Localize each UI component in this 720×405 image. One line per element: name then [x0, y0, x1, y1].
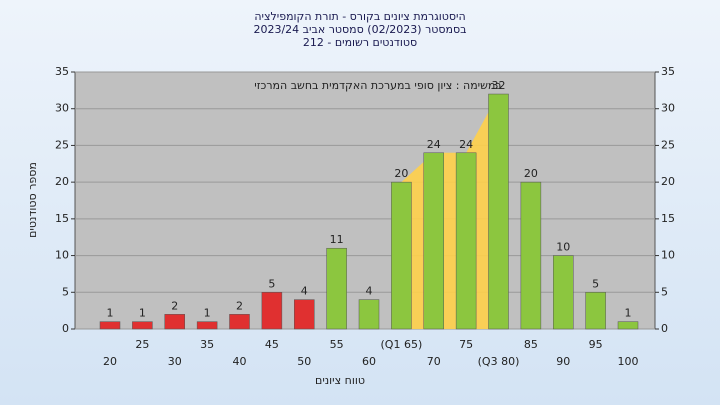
x-tick-label: 60 [362, 355, 376, 368]
y2-tick-label: 35 [661, 65, 675, 78]
title-line: היסטוגרמת ציונים בקורס - תורת הקומפילציה [254, 10, 465, 23]
x-tick-label: 30 [168, 355, 182, 368]
y-tick-label: 10 [55, 249, 69, 262]
bar [553, 255, 574, 330]
bar [617, 321, 639, 330]
y2-tick-label: 5 [661, 285, 668, 298]
x-tick-label: 75 [459, 338, 473, 351]
bar [423, 152, 444, 330]
bar [391, 181, 412, 330]
x-tick-label: 35 [200, 338, 214, 351]
y2-tick-label: 25 [661, 138, 675, 151]
y-tick-label: 20 [55, 175, 69, 188]
data-label: 4 [366, 285, 373, 298]
y-axis-label: מספר סטודנטים [26, 162, 39, 238]
y2-tick-label: 0 [661, 322, 668, 335]
x-tick-label: 25 [135, 338, 149, 351]
data-label: 11 [330, 233, 344, 246]
data-label: 10 [556, 241, 570, 254]
x-tick-label: 70 [427, 355, 441, 368]
data-label: 32 [492, 79, 506, 92]
x-tick-label: 85 [524, 338, 538, 351]
bar [358, 299, 380, 330]
bar [488, 93, 509, 330]
bar [99, 321, 121, 330]
data-label: 5 [268, 277, 275, 290]
bar [132, 321, 153, 330]
bar [294, 299, 315, 330]
y2-tick-label: 20 [661, 175, 675, 188]
bar [455, 152, 477, 330]
y2-tick-label: 15 [661, 212, 675, 225]
y-tick-label: 25 [55, 138, 69, 151]
y-tick-label: 5 [62, 285, 69, 298]
bar [164, 314, 185, 330]
x-tick-label: 55 [330, 338, 344, 351]
y-tick-label: 0 [62, 322, 69, 335]
x-tick-label: 40 [233, 355, 247, 368]
bar [196, 321, 218, 330]
data-label: 5 [592, 277, 599, 290]
x-tick-label: (Q1 65) [381, 338, 423, 351]
data-label: 24 [459, 138, 473, 151]
annotation: במשימה : ציון סופי במערכת האקדמית בחשב ה… [254, 79, 502, 92]
y2-tick-label: 30 [661, 102, 675, 115]
data-label: 1 [107, 307, 114, 320]
data-label: 1 [139, 307, 146, 320]
data-label: 20 [394, 167, 408, 180]
bar [326, 247, 347, 330]
y-tick-label: 15 [55, 212, 69, 225]
data-label: 1 [204, 307, 211, 320]
bar [261, 292, 283, 330]
x-tick-label: (Q3 80) [478, 355, 520, 368]
x-axis-label: טווח ציונים [315, 374, 365, 387]
x-tick-label: 20 [103, 355, 117, 368]
data-label: 4 [301, 285, 308, 298]
title-line: סטודנטים רשומים - 212 [303, 36, 417, 49]
y2-tick-label: 10 [661, 249, 675, 262]
x-tick-label: 90 [556, 355, 570, 368]
data-label: 1 [625, 307, 632, 320]
data-label: 24 [427, 138, 441, 151]
bar [229, 314, 250, 330]
y-tick-label: 35 [55, 65, 69, 78]
x-tick-label: 95 [589, 338, 603, 351]
y-tick-label: 30 [55, 102, 69, 115]
bar [520, 181, 542, 330]
data-label: 2 [171, 299, 178, 312]
bar [585, 292, 606, 330]
data-label: 2 [236, 299, 243, 312]
data-label: 20 [524, 167, 538, 180]
x-tick-label: 100 [618, 355, 639, 368]
x-tick-label: 50 [297, 355, 311, 368]
x-tick-label: 45 [265, 338, 279, 351]
title-line: בסמסטר (02/2023) סמסטר אביב 2023/24 [253, 23, 466, 36]
